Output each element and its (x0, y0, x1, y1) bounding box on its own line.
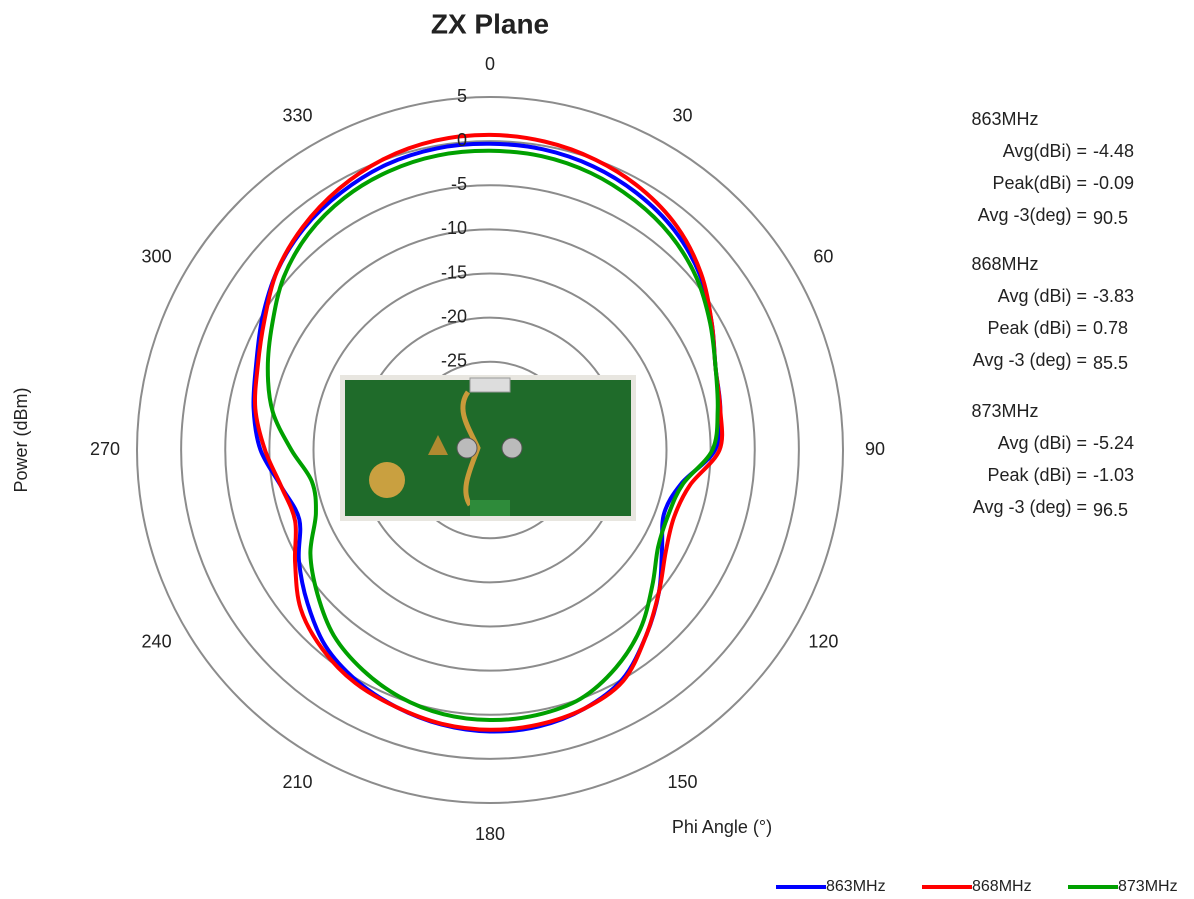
chart-title: ZX Plane (431, 8, 549, 39)
stats-label: Avg -3(deg) = (978, 205, 1087, 225)
stats-value: 96.5 (1093, 500, 1128, 520)
stats-value: -5.24 (1093, 433, 1134, 453)
stats-label: Avg (dBi) = (998, 286, 1087, 306)
angle-tick-label: 180 (475, 824, 505, 844)
angle-tick-label: 30 (672, 105, 692, 125)
r-tick-label: -15 (441, 262, 467, 282)
angle-tick-label: 120 (808, 631, 838, 651)
logo (369, 462, 405, 498)
angle-tick-label: 90 (865, 439, 885, 459)
antenna-photo (340, 375, 636, 521)
stats-label: Avg -3 (deg) = (973, 497, 1087, 517)
stats-label: Peak (dBi) = (987, 318, 1087, 338)
stats-title: 863MHz (971, 109, 1038, 129)
stats-value: -3.83 (1093, 286, 1134, 306)
stats-label: Peak(dBi) = (992, 173, 1087, 193)
angle-tick-label: 240 (142, 631, 172, 651)
grid-ring (224, 184, 756, 716)
r-tick-label: 0 (457, 130, 467, 150)
r-tick-label: -5 (451, 174, 467, 194)
y-axis-label: Power (dBm) (11, 387, 31, 492)
stats-value: 85.5 (1093, 353, 1128, 373)
stats-value: -0.09 (1093, 173, 1134, 193)
stats-label: Avg(dBi) = (1003, 141, 1087, 161)
r-tick-label: -25 (441, 351, 467, 371)
stats-label: Avg (dBi) = (998, 433, 1087, 453)
stats-value: -4.48 (1093, 141, 1134, 161)
angle-tick-label: 150 (667, 772, 697, 792)
r-tick-label: -10 (441, 218, 467, 238)
angle-tick-label: 60 (813, 246, 833, 266)
trace (460, 390, 481, 507)
screw (456, 437, 478, 459)
legend-label: 863MHz (826, 878, 886, 895)
grid-ring (180, 140, 800, 760)
angle-tick-label: 0 (485, 54, 495, 74)
stats-label: Avg -3 (deg) = (973, 350, 1087, 370)
grid-ring (136, 96, 844, 804)
stats-title: 868MHz (971, 254, 1038, 274)
grid-ring (312, 272, 668, 628)
logo (428, 435, 448, 455)
r-tick-label: -20 (441, 306, 467, 326)
screw (501, 437, 523, 459)
x-axis-label: Phi Angle (°) (672, 817, 772, 837)
connector (469, 377, 511, 393)
series-line (265, 148, 720, 723)
stats-title: 873MHz (971, 401, 1038, 421)
curves (251, 132, 725, 734)
angle-tick-label: 300 (142, 246, 172, 266)
labels: 50-5-10-15-20-25030609012015018021024027… (90, 54, 1178, 895)
legend-label: 873MHz (1118, 878, 1178, 895)
r-tick-label: 5 (457, 86, 467, 106)
angle-tick-label: 270 (90, 439, 120, 459)
pad (470, 500, 510, 516)
legend-label: 868MHz (972, 878, 1032, 895)
stats-label: Peak (dBi) = (987, 465, 1087, 485)
stats-value: -1.03 (1093, 465, 1134, 485)
angle-tick-label: 210 (282, 772, 312, 792)
stats-value: 90.5 (1093, 208, 1128, 228)
stats-value: 0.78 (1093, 318, 1128, 338)
angle-tick-label: 330 (282, 105, 312, 125)
